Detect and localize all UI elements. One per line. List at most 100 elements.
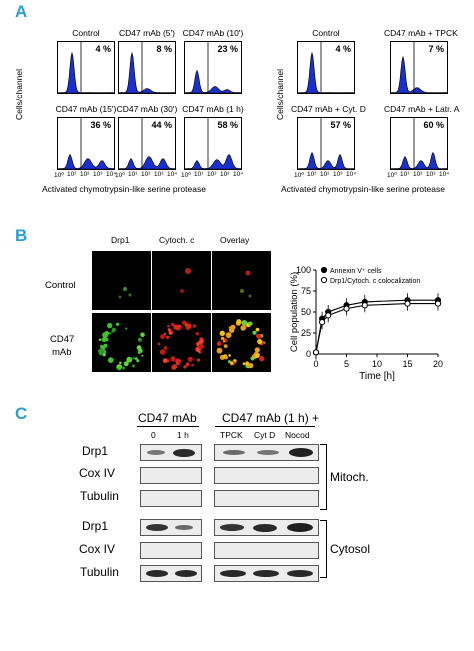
col-cytoc: Cytoch. c (159, 235, 195, 245)
x-tick-label: 10⁰ (54, 172, 64, 179)
micrograph-control-drp1 (92, 251, 151, 310)
legend-marker (320, 276, 328, 284)
x-tick-label: 10² (207, 171, 217, 178)
data-point (404, 300, 411, 307)
gate-percentage: 4 % (95, 44, 111, 54)
panel-c-label: C (15, 404, 28, 423)
mito-row-tubulin: Tubulin (80, 489, 119, 503)
histogram-curve (185, 154, 241, 169)
data-point (434, 300, 442, 307)
row-control: Control (45, 280, 76, 291)
row-mab: mAb (52, 347, 72, 358)
x-tick-label: 10¹ (307, 171, 317, 178)
panel-a-ylabel-right: Cells/channel (275, 68, 285, 120)
micrograph-control-cytoc (152, 251, 211, 310)
x-tick-label: 20 (433, 359, 443, 369)
blot-right-mito-drp1 (214, 444, 319, 461)
x-tick-label: 10⁴ (233, 171, 244, 178)
histogram-title: CD47 mAb (30') (116, 104, 178, 114)
header-right-rule (215, 426, 315, 427)
band (173, 448, 195, 457)
legend-marker (320, 266, 328, 274)
histogram-curve (185, 69, 241, 93)
histogram-title: CD47 mAb + Latr. A (384, 104, 460, 114)
x-tick-label: 10 (372, 359, 382, 369)
x-tick-label: 10³ (93, 171, 103, 178)
x-tick-label: 10¹ (194, 171, 204, 178)
blot-right-cyto-drp1 (214, 519, 319, 536)
blot-right-cyto-coxiv (214, 542, 319, 559)
data-point (361, 302, 368, 309)
blot-right-mito-tubulin (214, 490, 319, 507)
gate-percentage: 8 % (156, 44, 172, 54)
histogram-left-0: 4 % (57, 41, 115, 94)
band (175, 525, 193, 530)
x-tick-label: 10³ (220, 171, 230, 178)
x-tick-label: 15 (402, 359, 412, 369)
x-tick-label: 10¹ (67, 171, 77, 178)
blot-left-mito-drp1 (140, 444, 202, 461)
histogram-title: CD47 mAb (1 h) (182, 104, 244, 114)
col-overlay: Overlay (220, 235, 250, 245)
gate-percentage: 23 % (217, 44, 238, 54)
blot-left-mito-coxiv (140, 467, 202, 484)
data-point (325, 312, 332, 319)
micrograph-control-overlay (212, 251, 271, 310)
x-tick-label: 10⁰ (294, 172, 304, 179)
histogram-title: Control (72, 28, 100, 38)
x-tick-label: 10² (413, 171, 423, 178)
histogram-title: Control (312, 28, 340, 38)
x-tick-label: 10⁴ (167, 171, 178, 178)
x-tick-label: 10³ (333, 171, 343, 178)
gate-percentage: 7 % (428, 44, 444, 54)
gate-percentage: 36 % (90, 120, 111, 130)
panel-b-line-chart: 0 25 50 75 100 0 5 10 15 20 Time [h] Cell populatio… (290, 265, 443, 382)
x-tick-label: 0 (313, 359, 318, 369)
band (220, 524, 244, 531)
x-tick-label: 10⁴ (106, 171, 117, 178)
series-line-0 (315, 299, 438, 353)
lane-tpck: TPCK (220, 430, 243, 440)
legend-label: Drp1/Cytoch. c colocalization (330, 278, 420, 285)
header-cd47-1h: CD47 mAb (1 h) + (222, 411, 320, 425)
header-cd47-mab: CD47 mAb (138, 411, 197, 425)
y-tick-label: 50 (301, 307, 311, 317)
band (253, 570, 279, 577)
histogram-left-5: 58 % (184, 117, 242, 170)
histogram-curve (391, 56, 447, 93)
x-tick-label: 10⁴ (439, 171, 450, 178)
histogram-right-3: 60 % (390, 117, 448, 170)
band (220, 570, 246, 577)
x-tick-label: 10² (141, 171, 151, 178)
panel-a-xlabel-right: Activated chymotrypsin-like serine prote… (281, 184, 445, 194)
lane-1h: 1 h (177, 430, 189, 440)
gate-percentage: 57 % (330, 120, 351, 130)
band (146, 570, 168, 577)
histogram-title: CD47 mAb (10') (182, 28, 244, 38)
header-left-rule (137, 426, 199, 427)
cyto-row-coxiv: Cox IV (79, 542, 116, 556)
histogram-curve (298, 52, 354, 93)
x-tick-label: 10¹ (400, 171, 410, 178)
histogram-title: CD47 mAb (5') (119, 28, 175, 38)
col-drp1: Drp1 (111, 235, 130, 245)
x-tick-label: 5 (344, 359, 349, 369)
blot-right-mito-coxiv (214, 467, 319, 484)
histogram-curve (119, 156, 175, 169)
x-tick-label: 10⁰ (181, 172, 191, 179)
x-tick-label: 10² (320, 171, 330, 178)
mito-bracket (320, 444, 327, 510)
band (287, 523, 313, 532)
band (289, 448, 313, 457)
gate-percentage: 4 % (335, 44, 351, 54)
histogram-curve (298, 151, 354, 169)
histogram-left-2: 23 % (184, 41, 242, 94)
blot-left-mito-tubulin (140, 490, 202, 507)
histogram-title: CD47 mAb (15') (55, 104, 117, 114)
blot-left-cyto-coxiv (140, 542, 202, 559)
x-axis-label: Time [h] (359, 371, 395, 382)
y-axis-label: Cell population (%) (290, 272, 300, 352)
y-tick-label: 0 (306, 349, 311, 359)
lane-0: 0 (151, 430, 156, 440)
row-cd47: CD47 (50, 334, 75, 345)
